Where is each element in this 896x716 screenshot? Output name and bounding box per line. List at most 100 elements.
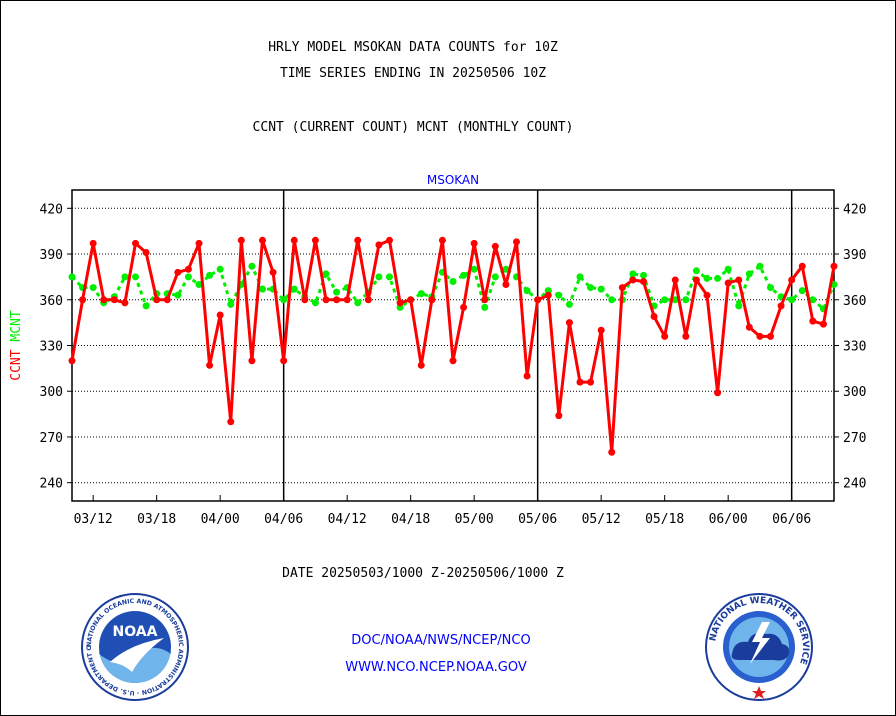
point-ccnt: [396, 299, 404, 307]
x-tick-label: 06/06: [772, 512, 811, 527]
point-mcnt: [470, 265, 478, 273]
point-mcnt: [661, 296, 669, 304]
point-ccnt: [216, 311, 224, 319]
point-ccnt: [428, 296, 436, 304]
point-mcnt: [798, 287, 806, 295]
y-tick-label-left: 330: [40, 340, 63, 355]
point-mcnt: [788, 296, 796, 304]
point-ccnt: [333, 296, 341, 304]
point-ccnt: [259, 236, 266, 244]
point-ccnt: [100, 296, 108, 304]
x-tick-label: 03/18: [137, 512, 176, 527]
point-mcnt: [809, 296, 817, 304]
point-ccnt: [386, 236, 393, 244]
point-ccnt: [301, 296, 309, 304]
footer-url[interactable]: WWW.NCO.NCEP.NOAA.GOV: [345, 660, 527, 675]
y-tick-label-right: 360: [843, 294, 866, 309]
y-tick-label-right: 240: [843, 477, 866, 492]
point-ccnt: [618, 284, 626, 292]
point-ccnt: [142, 249, 150, 257]
point-mcnt: [333, 288, 341, 296]
y-tick-label-left: 270: [40, 431, 63, 446]
point-ccnt: [819, 320, 827, 328]
x-tick-label: 05/00: [455, 512, 494, 527]
point-ccnt: [417, 361, 425, 369]
point-mcnt: [311, 299, 319, 307]
y-tick-label-left: 360: [40, 294, 63, 309]
point-ccnt: [703, 291, 711, 299]
point-ccnt: [184, 265, 192, 273]
point-ccnt: [756, 332, 764, 340]
point-mcnt: [386, 273, 393, 281]
point-ccnt: [174, 268, 182, 276]
point-mcnt: [735, 302, 743, 310]
point-ccnt: [491, 242, 499, 250]
point-ccnt: [565, 319, 573, 327]
x-tick-label: 06/00: [709, 512, 748, 527]
point-mcnt: [724, 265, 732, 273]
point-mcnt: [354, 299, 362, 307]
point-ccnt: [280, 357, 288, 365]
point-mcnt: [259, 285, 266, 293]
x-tick-label: 03/12: [74, 512, 113, 527]
point-ccnt: [121, 299, 129, 307]
point-mcnt: [460, 271, 468, 279]
point-mcnt: [608, 296, 616, 304]
x-tick-label: 05/12: [582, 512, 621, 527]
y-tick-label-left: 300: [40, 385, 63, 400]
point-ccnt: [714, 389, 722, 397]
point-ccnt: [629, 276, 637, 284]
point-ccnt: [449, 357, 457, 365]
chart-subtitle: CCNT (CURRENT COUNT) MCNT (MONTHLY COUNT…: [252, 120, 574, 135]
point-ccnt: [195, 239, 203, 247]
point-ccnt: [830, 262, 838, 270]
point-mcnt: [640, 271, 647, 279]
y-tick-label-right: 420: [843, 202, 866, 217]
point-mcnt: [449, 277, 457, 285]
y-tick-label-left: 420: [40, 202, 63, 217]
point-ccnt: [682, 332, 690, 340]
point-ccnt: [513, 238, 520, 246]
point-mcnt: [756, 262, 764, 270]
point-ccnt: [153, 296, 161, 304]
point-ccnt: [375, 241, 383, 249]
y-tick-label-left: 240: [40, 477, 63, 492]
point-ccnt: [322, 296, 330, 304]
point-mcnt: [142, 302, 150, 310]
y-tick-label-left: 390: [40, 248, 63, 263]
point-ccnt: [650, 313, 658, 321]
y-tick-label-right: 330: [843, 340, 866, 355]
point-ccnt: [227, 418, 235, 426]
y-tick-label-right: 270: [843, 431, 866, 446]
point-ccnt: [692, 276, 700, 284]
x-tick-label: 05/18: [645, 512, 684, 527]
y-axis-label-mcnt: MCNT: [9, 310, 24, 341]
point-mcnt: [629, 270, 637, 278]
point-mcnt: [502, 265, 510, 273]
point-mcnt: [89, 284, 97, 292]
point-ccnt: [290, 236, 298, 244]
point-ccnt: [661, 332, 669, 340]
station-label: MSOKAN: [427, 173, 479, 187]
point-ccnt: [481, 296, 489, 304]
point-ccnt: [364, 296, 372, 304]
point-ccnt: [576, 378, 584, 386]
point-mcnt: [195, 281, 203, 289]
y-tick-label-right: 390: [843, 248, 866, 263]
point-ccnt: [798, 262, 806, 270]
x-tick-label: 04/12: [328, 512, 367, 527]
point-mcnt: [576, 273, 584, 281]
point-mcnt: [767, 284, 774, 292]
point-mcnt: [745, 270, 753, 278]
point-ccnt: [523, 372, 531, 380]
date-range-label: DATE 20250503/1000 Z-20250506/1000 Z: [282, 566, 564, 581]
point-ccnt: [587, 378, 595, 386]
point-ccnt: [269, 268, 277, 276]
point-mcnt: [322, 270, 330, 278]
point-mcnt: [714, 274, 722, 282]
point-mcnt: [184, 273, 192, 281]
point-ccnt: [777, 302, 785, 310]
x-tick-label: 04/00: [201, 512, 240, 527]
point-ccnt: [438, 236, 446, 244]
point-mcnt: [216, 265, 224, 273]
